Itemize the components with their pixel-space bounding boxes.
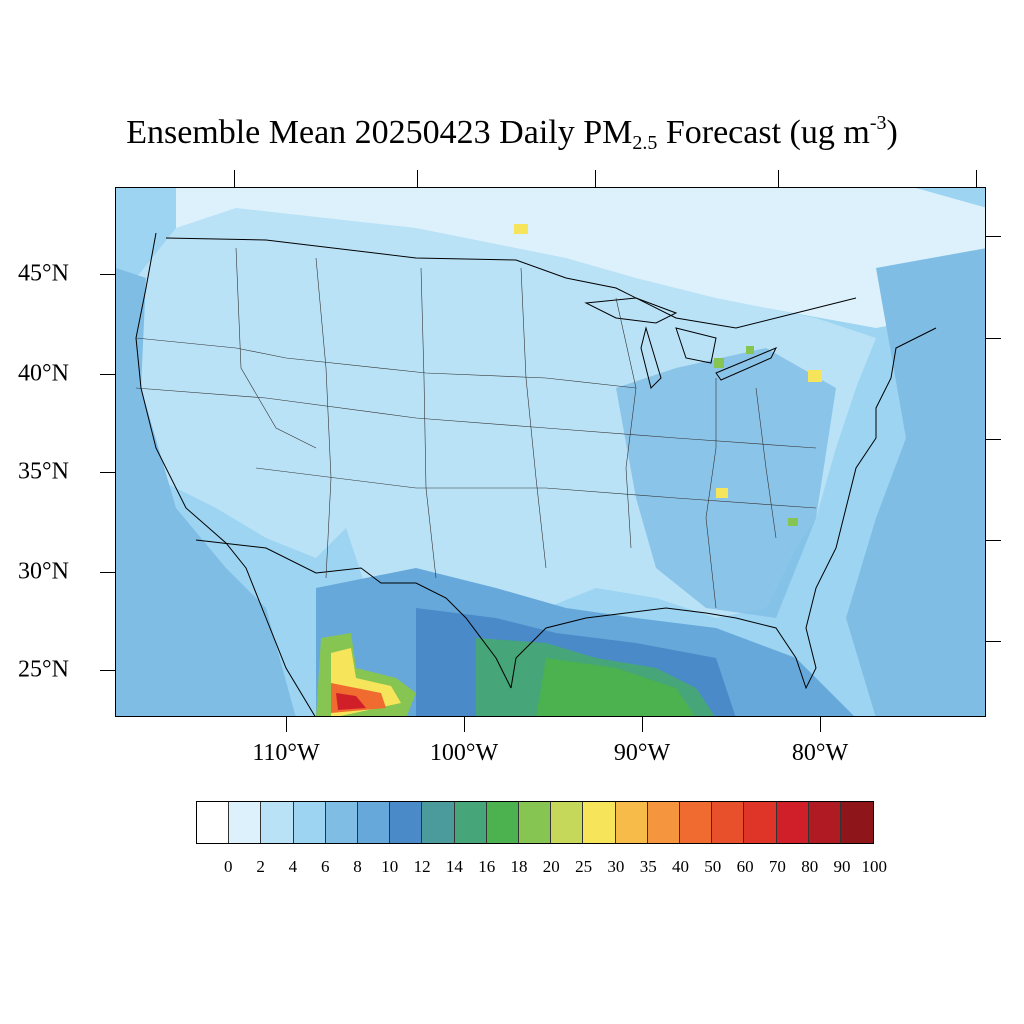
colorbar-level-label: 25 [575,857,593,876]
colorbar-swatch [325,802,359,843]
colorbar-swatch [454,802,487,843]
colorbar-level-label: 90 [833,857,851,876]
top-tick [595,170,596,187]
hotspot-detroit [714,358,724,368]
colorbar-swatch [744,802,777,843]
right-tick [986,540,1001,541]
colorbar-swatch [197,802,230,843]
colorbar-level-label: 80 [801,857,819,876]
lake-michigan [640,326,662,389]
west-coastline [135,232,316,716]
colorbar-level-label: 20 [542,857,560,876]
right-tick [986,439,1001,440]
pacific-region [116,268,296,716]
lake-huron [675,327,717,364]
left-tick [100,472,115,473]
colorbar-level-label: 16 [478,857,496,876]
colorbar [196,801,875,844]
lon-label-90w: 90°W [613,740,671,766]
top-tick [417,170,418,187]
lat-label-30n: 30°N [18,558,69,585]
colorbar-swatch [422,802,455,843]
colorbar-swatch [519,802,552,843]
left-tick [100,374,115,375]
left-tick [100,274,115,275]
hotspot-north-dakota [514,224,528,234]
lake-superior [584,297,678,324]
lat-label-35n: 35°N [18,458,69,485]
colorbar-swatch [712,802,745,843]
us-canada-border [165,237,857,329]
lat-label-45n: 45°N [18,260,69,287]
left-tick [100,572,115,573]
colorbar-level-label: 50 [704,857,722,876]
colorbar-level-label: 8 [353,857,362,876]
top-tick [234,170,235,187]
colorbar-swatch [261,802,294,843]
map-canvas [116,188,985,716]
colorbar-level-label: 0 [224,857,233,876]
lon-label-110w: 110°W [252,740,320,766]
left-tick [100,670,115,671]
colorbar-level-label: 6 [320,857,330,876]
colorbar-swatch [615,802,648,843]
bottom-tick [642,717,643,732]
colorbar-swatch [680,802,713,843]
colorbar-level-label: 60 [736,857,754,876]
bottom-tick [464,717,465,732]
pm25-forecast-map [115,187,986,717]
colorbar-level-label: 35 [639,857,657,876]
colorbar-swatch [390,802,423,843]
colorbar-swatch [486,802,520,843]
hotspot-cleveland [746,346,754,354]
colorbar-level-label: 30 [607,857,625,876]
bottom-tick [820,717,821,732]
top-tick [976,170,977,187]
colorbar-level-label: 14 [445,857,463,876]
hotspot-pennsylvania [808,370,822,382]
colorbar-level-label: 18 [510,857,528,876]
colorbar-swatch [841,802,874,843]
bottom-tick [286,717,287,732]
smoke-plume-80 [336,693,366,710]
gulf-region-18 [536,658,695,716]
colorbar-level-label: 100 [861,857,888,876]
colorbar-swatch [229,802,262,843]
right-tick [986,338,1001,339]
colorbar-swatch [808,802,842,843]
colorbar-level-label: 12 [413,857,431,876]
map-title: Ensemble Mean 20250423 Daily PM2.5 Forec… [126,112,898,154]
right-tick [986,641,1001,642]
colorbar-swatch [583,802,616,843]
east-gulf-coastline [510,327,937,690]
colorbar-level-label: 40 [672,857,689,876]
lon-label-80w: 80°W [791,740,849,766]
colorbar-level-label: 70 [768,857,786,876]
colorbar-level-label: 2 [256,857,265,876]
colorbar-swatch [551,802,584,843]
lon-label-100w: 100°W [429,740,499,766]
us-mexico-border [195,539,512,689]
eastern-band [616,348,836,618]
top-tick [778,170,779,187]
lake-erie [715,347,778,381]
colorbar-swatch [358,802,391,843]
hotspot-carolina [788,518,798,526]
hotspot-tennessee [716,488,728,498]
state-borders [135,247,817,609]
atlantic-region [846,248,985,716]
colorbar-swatch [647,802,681,843]
right-tick [986,236,1001,237]
colorbar-swatch [293,802,326,843]
colorbar-swatch [776,802,809,843]
lat-label-25n: 25°N [18,656,69,683]
colorbar-level-label: 4 [288,857,298,876]
colorbar-level-label: 10 [381,857,399,876]
lat-label-40n: 40°N [18,360,69,387]
